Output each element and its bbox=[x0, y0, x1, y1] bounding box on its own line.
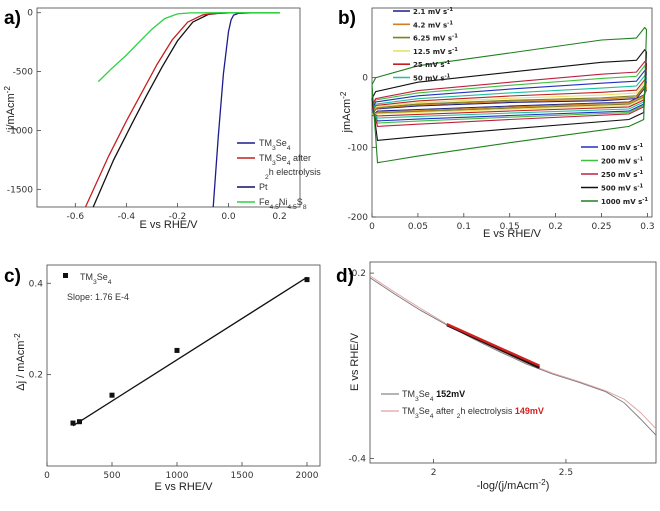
panel-c-legend-label: TM3Se4 bbox=[80, 272, 112, 286]
panel-c-point bbox=[70, 420, 76, 426]
panel-a-ytick-label: -1000 bbox=[7, 126, 33, 136]
panel-b-xtick-label: 0.1 bbox=[457, 222, 471, 232]
panel-d-frame bbox=[369, 261, 657, 464]
panel-c-xlabel: E vs RHE/V bbox=[154, 481, 213, 493]
panel-c-frame bbox=[46, 264, 321, 467]
panel-a-xtick-label: -0.2 bbox=[169, 212, 187, 222]
panel-a-series-2 bbox=[212, 12, 280, 208]
panel-a-xlabel: E vs RHE/V bbox=[139, 219, 198, 231]
panel-b-legend-label: 50 mV s-1 bbox=[413, 74, 451, 83]
panel-a-ytick-label: -1500 bbox=[7, 185, 33, 195]
panel-b-legend-label: 250 mV s-1 bbox=[601, 170, 644, 179]
panel-a-xtick-label: 0.2 bbox=[272, 212, 286, 222]
panel-d-ytick-label: -0.4 bbox=[348, 454, 366, 464]
panel-c-xtick-label: 500 bbox=[103, 471, 120, 481]
panel-c-point bbox=[109, 392, 115, 398]
panel-b-legend-label: 100 mV s-1 bbox=[601, 143, 644, 152]
panel-a-series-0 bbox=[92, 12, 280, 208]
panel-a-legend-label: TM3Se4 bbox=[259, 138, 291, 152]
panel-d-legend-label: TM3Se4 after 2h electrolysis 149mV bbox=[402, 406, 544, 420]
panel-d-label: d) bbox=[336, 266, 354, 287]
panel-a-legend-label: 2h electrolysis bbox=[265, 167, 321, 181]
panel-d-fit-1 bbox=[446, 323, 540, 367]
panel-b-ytick-label: -200 bbox=[348, 213, 369, 223]
panel-c-legend-marker bbox=[63, 273, 68, 278]
panel-a-xtick-label: 0.0 bbox=[221, 212, 236, 222]
panel-b-xtick-label: 0.05 bbox=[408, 222, 428, 232]
panel-d-legend-label: TM3Se4 152mV bbox=[402, 389, 465, 403]
panel-b-xtick-label: 0.3 bbox=[640, 222, 654, 232]
panel-d-series-0 bbox=[369, 277, 657, 436]
panel-a-series-3 bbox=[97, 12, 280, 83]
panel-b-xtick-label: 0 bbox=[369, 222, 375, 232]
panel-c-ylabel: Δj / mAcm-2 bbox=[13, 333, 28, 391]
panel-b-xtick-label: 0.15 bbox=[500, 222, 520, 232]
panel-c-ytick-label: 0.4 bbox=[29, 279, 44, 289]
panel-c-point bbox=[304, 277, 310, 283]
panel-a-xtick-label: -0.4 bbox=[118, 212, 136, 222]
panel-d-ytick-label: -0.2 bbox=[348, 269, 366, 279]
panel-b-xtick-label: 0.2 bbox=[548, 222, 562, 232]
panel-b-ytick-label: -100 bbox=[348, 143, 369, 153]
panel-a-ylabel: j/mAcm-2 bbox=[3, 86, 18, 131]
panel-a-legend-label: Fe4.5Ni4.5S8 bbox=[259, 197, 307, 211]
panel-a-ytick-label: -500 bbox=[13, 68, 34, 78]
panel-b-legend-label: 4.2 mV s-1 bbox=[413, 20, 453, 29]
panel-b-legend-label: 12.5 mV s-1 bbox=[413, 47, 458, 56]
panel-a-legend-label: TM3Se4 after bbox=[259, 153, 311, 167]
panel-b-legend-label: 200 mV s-1 bbox=[601, 157, 644, 166]
panel-a-xtick-label: -0.6 bbox=[67, 212, 85, 222]
panel-c-xtick-label: 0 bbox=[44, 471, 50, 481]
panel-d-ylabel: E vs RHE/V bbox=[349, 332, 361, 391]
panel-b-legend-label: 2.1 mV s-1 bbox=[413, 7, 453, 16]
panel-c-label: c) bbox=[4, 266, 21, 287]
panel-d-xtick-label: 2 bbox=[431, 468, 437, 478]
panel-c-fit-line bbox=[72, 276, 308, 427]
panel-d-xlabel: -log/(j/mAcm-2) bbox=[477, 478, 550, 493]
panel-a-frame bbox=[36, 7, 301, 208]
panel-b-legend-label: 500 mV s-1 bbox=[601, 184, 644, 193]
panel-b-xlabel: E vs RHE/V bbox=[483, 228, 542, 240]
panel-c-xtick-label: 1500 bbox=[231, 471, 254, 481]
panel-c-annotation: Slope: 1.76 E-4 bbox=[67, 292, 129, 302]
panel-d-xtick-label: 2.5 bbox=[559, 468, 573, 478]
panel-b-legend-label: 6.25 mV s-1 bbox=[413, 34, 458, 43]
panel-c-point bbox=[77, 419, 82, 425]
panel-c-point bbox=[174, 347, 180, 353]
panel-c-xtick-label: 1000 bbox=[166, 471, 189, 481]
panel-a-ytick-label: 0 bbox=[27, 9, 33, 19]
panel-d-series-1 bbox=[369, 275, 657, 430]
panel-b-ylabel: jmAcm-2 bbox=[339, 91, 354, 133]
panel-a-series-1 bbox=[84, 12, 280, 208]
panel-b-ytick-label: 0 bbox=[362, 74, 368, 84]
panel-b-label: b) bbox=[338, 8, 356, 29]
panel-b-legend-label: 1000 mV s-1 bbox=[601, 197, 648, 206]
panel-a-label: a) bbox=[4, 8, 21, 29]
panel-b-legend-label: 25 mV s-1 bbox=[413, 60, 451, 69]
panel-b-series-10 bbox=[371, 26, 648, 164]
panel-b-xtick-label: 0.25 bbox=[591, 222, 611, 232]
panel-c-ytick-label: 0.2 bbox=[29, 371, 43, 381]
panel-c-xtick-label: 2000 bbox=[296, 471, 319, 481]
panel-a-legend-label: Pt bbox=[259, 182, 268, 192]
